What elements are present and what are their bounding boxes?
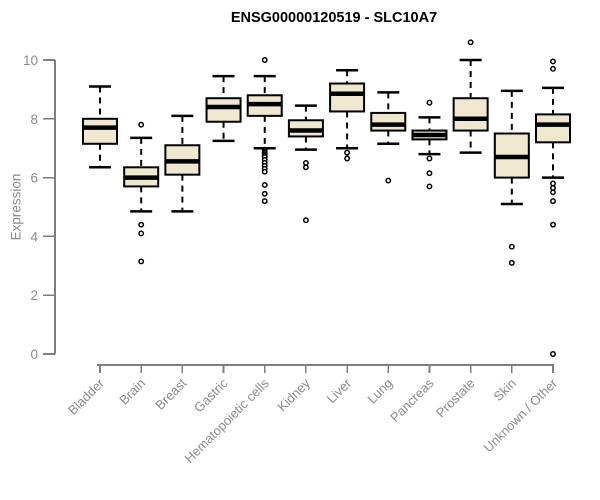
x-axis-category-label: Liver <box>324 375 355 406</box>
outlier-point <box>261 190 268 197</box>
outlier-point <box>138 221 145 228</box>
y-axis-tick-label: 10 <box>23 53 38 68</box>
outlier-point <box>261 168 268 175</box>
outlier-point <box>467 39 474 46</box>
outlier-point <box>550 58 556 65</box>
x-axis-category-label: Bladder <box>65 375 108 418</box>
outlier-point <box>138 258 145 265</box>
x-axis-category-label: Gastric <box>191 375 231 415</box>
x-axis-category-label: Pancreas <box>387 375 437 425</box>
outlier-point <box>261 57 268 63</box>
outlier-point <box>344 155 351 162</box>
outlier-point <box>302 217 309 224</box>
x-axis-category-label: Breast <box>152 375 189 412</box>
x-axis-category-label: Prostate <box>433 376 478 421</box>
box-iqr <box>535 113 571 144</box>
box-iqr <box>205 97 242 123</box>
box-iqr <box>329 82 366 113</box>
x-axis-category-label: Skin <box>490 376 518 404</box>
outlier-point <box>385 177 392 184</box>
box-iqr <box>452 97 489 132</box>
y-axis-tick-label: 6 <box>30 171 38 186</box>
outlier-point <box>426 155 433 162</box>
outlier-point <box>261 182 268 188</box>
outlier-point <box>344 149 351 156</box>
outlier-point <box>550 65 556 72</box>
box-iqr <box>370 111 407 132</box>
x-axis-category-label: Lung <box>364 376 395 407</box>
outlier-point <box>302 164 309 171</box>
y-axis-tick-label: 4 <box>30 229 38 244</box>
outlier-point <box>550 351 556 357</box>
outlier-point <box>508 243 515 250</box>
outlier-point <box>138 121 145 128</box>
outlier-point <box>426 99 433 106</box>
outlier-point <box>550 189 556 196</box>
box-iqr <box>82 117 118 145</box>
outlier-point <box>426 170 433 177</box>
outlier-point <box>550 221 556 228</box>
chart-title: ENSG00000120519 - SLC10A7 <box>230 10 438 26</box>
y-axis-tick-label: 8 <box>30 112 38 127</box>
outlier-point <box>508 259 515 266</box>
outlier-point <box>138 230 145 237</box>
outlier-point <box>550 198 556 205</box>
x-axis-category-label: Brain <box>116 376 148 408</box>
x-axis-category-label: Unknown / Other <box>481 375 561 455</box>
y-axis-tick-label: 0 <box>30 347 38 362</box>
outlier-point <box>261 198 268 205</box>
x-axis-category-label: Kidney <box>274 375 313 414</box>
outlier-point <box>426 183 433 190</box>
y-axis-tick-label: 2 <box>30 288 38 303</box>
